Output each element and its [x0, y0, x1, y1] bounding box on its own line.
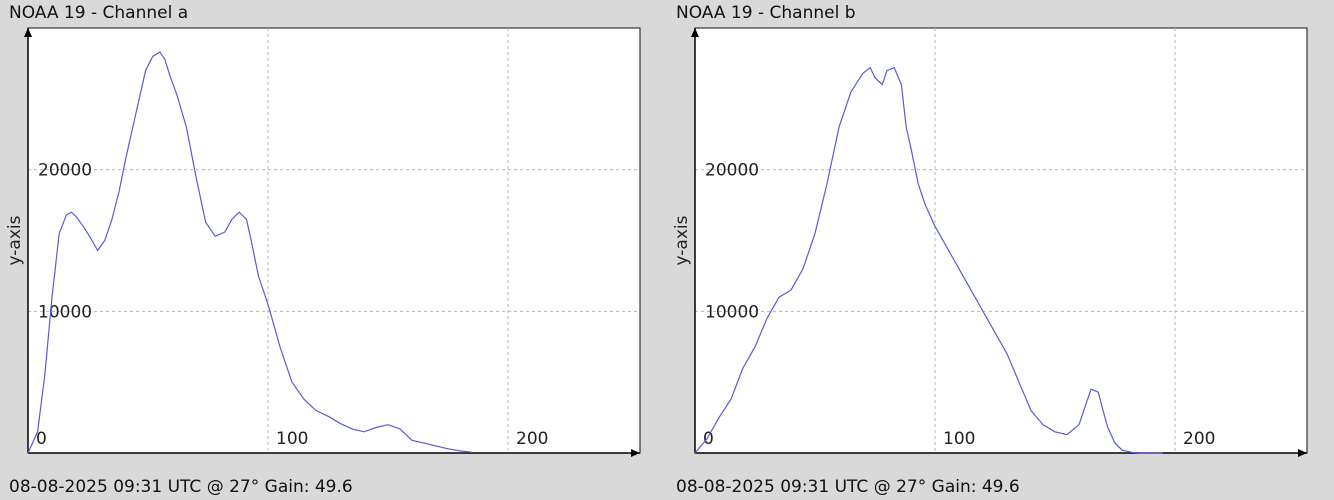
x-tick-label: 200: [516, 429, 548, 449]
x-tick-label: 200: [1183, 429, 1215, 449]
chart-footer: 08-08-2025 09:31 UTC @ 27° Gain: 49.6: [9, 477, 353, 497]
x-tick-label: 100: [276, 429, 308, 449]
series-line: [694, 66, 1163, 454]
x-tick-label: 0: [36, 429, 47, 449]
chart-panel-b: NOAA 19 - Channel b 0 100 200 10000 20000 y-a…: [667, 0, 1334, 500]
series-line: [27, 51, 473, 454]
y-tick-label: 10000: [705, 302, 759, 322]
y-axis-label: y-axis: [672, 215, 692, 265]
y-tick-label: 20000: [38, 161, 92, 181]
y-axis-arrow-icon: [691, 28, 699, 37]
plot-area: [694, 27, 1308, 454]
plot-area: [27, 27, 641, 454]
chart-title: NOAA 19 - Channel b: [676, 3, 856, 23]
x-tick-label: 0: [703, 429, 714, 449]
y-tick-label: 10000: [38, 302, 92, 322]
chart-panel-a: NOAA 19 - Channel a 0 100 200 10000 20000 y-a…: [5, 3, 641, 497]
y-axis-arrow-icon: [24, 28, 32, 37]
chart-b-plot: 0 100 200 10000 20000 y-axis: [672, 27, 1308, 457]
x-axis-arrow-icon: [1298, 449, 1307, 457]
y-tick-label: 20000: [705, 161, 759, 181]
x-tick-label: 100: [943, 429, 975, 449]
chart-title: NOAA 19 - Channel a: [9, 3, 189, 23]
x-axis-arrow-icon: [631, 449, 640, 457]
chart-a-plot: 0 100 200 10000 20000 y-axis: [5, 27, 641, 457]
y-axis-label: y-axis: [5, 215, 25, 265]
chart-footer: 08-08-2025 09:31 UTC @ 27° Gain: 49.6: [676, 477, 1020, 497]
